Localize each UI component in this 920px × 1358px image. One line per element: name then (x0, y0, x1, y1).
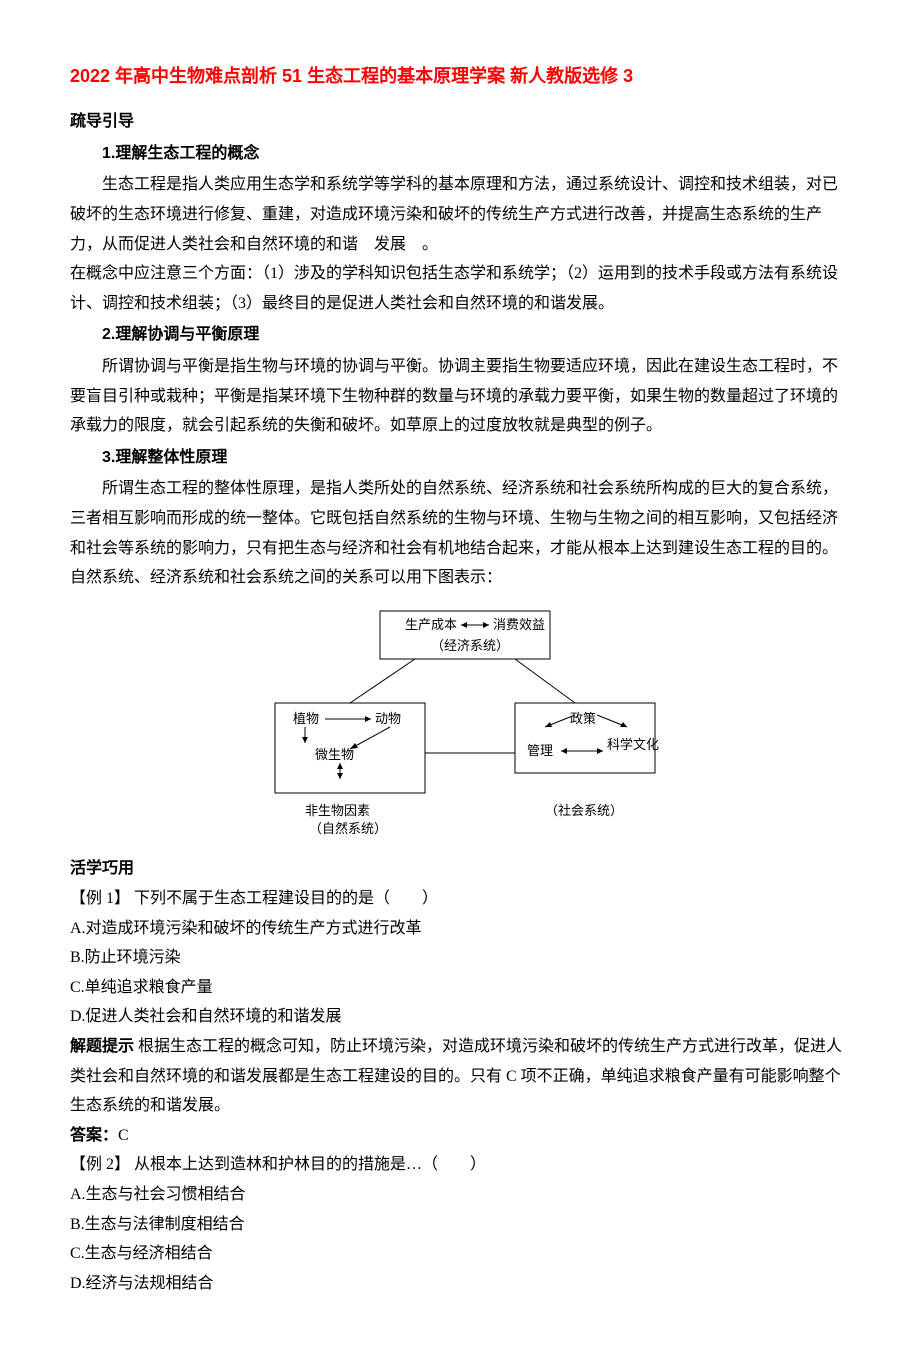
example-1-option-c: C.单纯追求粮食产量 (70, 973, 850, 1003)
diagram-top-sub: （经济系统） (431, 638, 509, 653)
diagram-right-sub: （社会系统） (545, 803, 623, 818)
example-2-option-a: A.生态与社会习惯相结合 (70, 1180, 850, 1210)
guide-heading: 疏导引导 (70, 107, 850, 137)
example-1-answer: 答案：C (70, 1121, 850, 1151)
diagram-left-sub: （自然系统） (309, 821, 387, 836)
subhead-2: 2.理解协调与平衡原理 (70, 320, 850, 350)
subhead-3: 3.理解整体性原理 (70, 443, 850, 473)
diagram-top-left: 生产成本 (405, 617, 457, 632)
example-1-hint: 解题提示 根据生态工程的概念可知，防止环境污染，对造成环境污染和破坏的传统生产方… (70, 1032, 850, 1121)
example-2-question: 【例 2】 从根本上达到造林和护林目的的措施是…（ ） (70, 1150, 850, 1180)
systems-diagram: 生产成本 消费效益 （经济系统） 植物 动物 微生物 非生物因素 （自然系统） … (70, 603, 850, 849)
diagram-left-r2: 微生物 (315, 747, 354, 762)
example-1-question: 【例 1】 下列不属于生态工程建设目的的是（ ） (70, 884, 850, 914)
example-2-option-c: C.生态与经济相结合 (70, 1239, 850, 1269)
example-2-label: 【例 2】 (70, 1156, 130, 1173)
practice-heading: 活学巧用 (70, 854, 850, 884)
diagram-left-r1r: 动物 (375, 711, 401, 726)
example-1-option-d: D.促进人类社会和自然环境的和谐发展 (70, 1002, 850, 1032)
hint-label: 解题提示 (70, 1038, 134, 1055)
answer-label-1: 答案： (70, 1127, 118, 1144)
example-2-stem: 从根本上达到造林和护林目的的措施是…（ ） (130, 1156, 486, 1173)
example-1-option-a: A.对造成环境污染和破坏的传统生产方式进行改革 (70, 914, 850, 944)
paragraph-3: 所谓生态工程的整体性原理，是指人类所处的自然系统、经济系统和社会系统所构成的巨大… (70, 474, 850, 592)
example-1-stem: 下列不属于生态工程建设目的的是（ ） (130, 890, 438, 907)
example-1-option-b: B.防止环境污染 (70, 943, 850, 973)
example-2-option-b: B.生态与法律制度相结合 (70, 1210, 850, 1240)
paragraph-2: 所谓协调与平衡是指生物与环境的协调与平衡。协调主要指生物要适应环境，因此在建设生… (70, 352, 850, 441)
paragraph-1b: 在概念中应注意三个方面：（1）涉及的学科知识包括生态学和系统学；（2）运用到的技… (70, 259, 850, 318)
diagram-right-r2l: 管理 (527, 743, 553, 758)
page-title: 2022 年高中生物难点剖析 51 生态工程的基本原理学案 新人教版选修 3 (70, 60, 850, 93)
diagram-left-r1l: 植物 (293, 711, 319, 726)
diagram-left-r3: 非生物因素 (305, 803, 370, 818)
diagram-top-right: 消费效益 (493, 617, 545, 632)
subhead-1: 1.理解生态工程的概念 (70, 139, 850, 169)
example-1-label: 【例 1】 (70, 890, 130, 907)
example-1-answer-value: C (118, 1127, 129, 1144)
diagram-right-r1: 政策 (570, 711, 596, 726)
example-1-hint-text: 根据生态工程的概念可知，防止环境污染，对造成环境污染和破坏的传统生产方式进行改革… (70, 1038, 842, 1114)
diagram-right-r2r: 科学文化 (607, 737, 659, 752)
example-2-option-d: D.经济与法规相结合 (70, 1269, 850, 1299)
paragraph-1a: 生态工程是指人类应用生态学和系统学等学科的基本原理和方法，通过系统设计、调控和技… (70, 170, 850, 259)
